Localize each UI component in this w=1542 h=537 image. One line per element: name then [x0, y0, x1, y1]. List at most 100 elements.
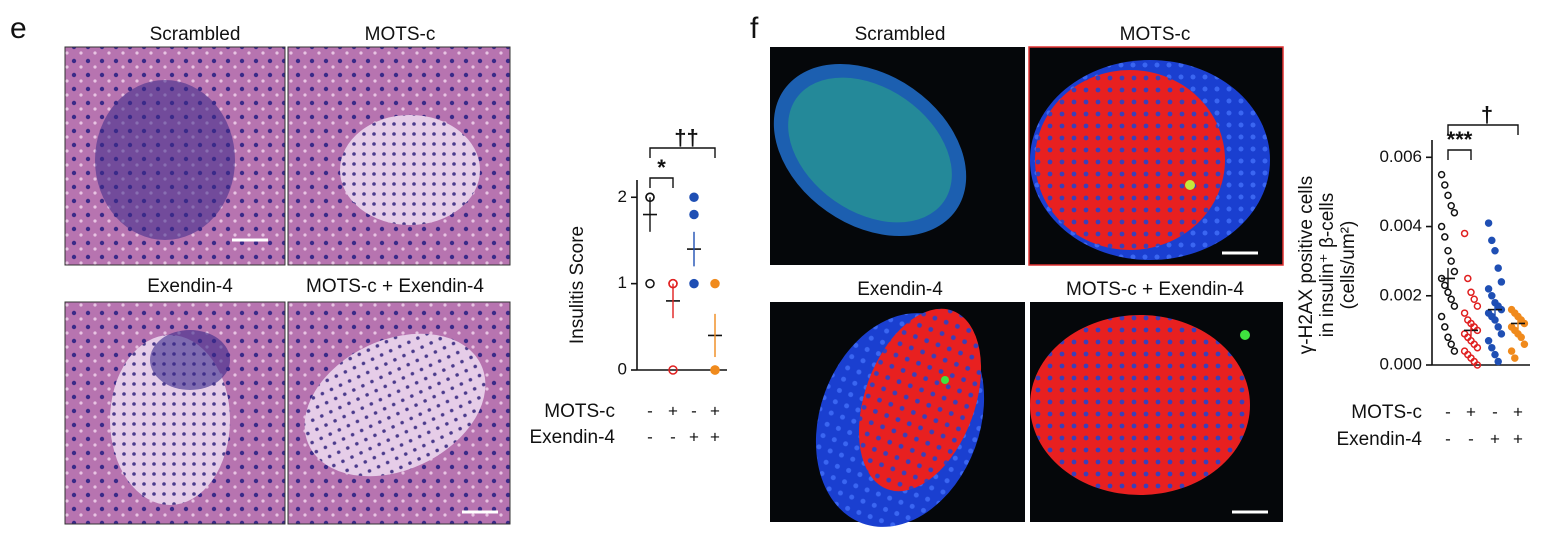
data-point [1437, 222, 1446, 231]
data-point [1494, 357, 1502, 366]
data-point [1507, 347, 1516, 355]
data-point [1520, 340, 1529, 348]
data-point [710, 278, 720, 289]
treatment-sign: - [1492, 402, 1498, 421]
data-point [1464, 274, 1472, 283]
data-point [1441, 281, 1449, 290]
data-point [1447, 257, 1455, 265]
data-point [1441, 181, 1449, 189]
panel-label: e [10, 12, 27, 45]
significance-bracket [1447, 149, 1472, 160]
data-point [1484, 337, 1493, 345]
image-caption: MOTS-c [1120, 24, 1191, 45]
treatment-label: Exendin-4 [529, 427, 615, 448]
treatment-label: MOTS-c [1351, 402, 1422, 423]
data-point [1473, 302, 1482, 310]
treatment-sign: - [1445, 429, 1451, 448]
image-caption: Scrambled [150, 24, 241, 45]
y-axis-label: (cells/um²) [1338, 221, 1359, 310]
y-axis-label: γ-H2AX positive cells [1296, 176, 1317, 354]
image-caption: Exendin-4 [147, 276, 233, 297]
data-point [1444, 191, 1452, 200]
data-point [1484, 285, 1493, 293]
significance-label: † [1481, 102, 1493, 127]
data-point [1517, 333, 1525, 342]
data-point [1437, 312, 1446, 321]
data-point [689, 192, 699, 203]
data-point [1497, 278, 1506, 286]
treatment-sign: + [1490, 429, 1500, 448]
data-point [1473, 343, 1482, 352]
data-point [1444, 288, 1452, 297]
data-point [1491, 247, 1499, 255]
data-point [1447, 295, 1455, 303]
data-point [1444, 333, 1452, 342]
significance-label: *** [1447, 127, 1473, 152]
y-axis-label: Insulitis Score [567, 226, 588, 344]
data-point [1444, 247, 1452, 255]
y-tick-label: 0.006 [1379, 147, 1422, 166]
data-point [1473, 361, 1482, 369]
treatment-sign: - [647, 401, 653, 420]
treatment-sign: + [689, 427, 699, 446]
data-point [1441, 323, 1449, 331]
data-point [1450, 347, 1459, 355]
data-point [645, 278, 655, 289]
data-point [1511, 354, 1519, 362]
data-point [1447, 202, 1455, 210]
data-point [1494, 264, 1502, 272]
treatment-sign: + [710, 427, 720, 446]
data-point [1497, 330, 1506, 338]
data-point [1467, 288, 1475, 297]
y-axis-label: in insulin⁺ β-cells [1317, 193, 1338, 338]
image-caption: Exendin-4 [857, 279, 943, 300]
treatment-sign: + [1513, 402, 1523, 421]
y-tick-label: 1 [618, 273, 627, 292]
data-point [1488, 236, 1496, 245]
significance-label: †† [674, 125, 698, 150]
treatment-sign: + [1466, 402, 1476, 421]
treatment-label: MOTS-c [544, 401, 615, 422]
data-point [1470, 295, 1478, 303]
data-point [668, 365, 678, 375]
significance-label: * [657, 155, 666, 180]
data-point [1484, 219, 1493, 227]
treatment-sign: - [1445, 402, 1451, 421]
y-tick-label: 0 [618, 359, 627, 378]
data-point [1491, 316, 1499, 324]
data-point [1437, 170, 1446, 179]
significance-bracket [649, 147, 716, 158]
treatment-sign: - [647, 427, 653, 446]
y-tick-label: 0.004 [1379, 216, 1422, 235]
data-point [710, 365, 720, 375]
fluorescence-images [770, 46, 1284, 527]
treatment-sign: - [691, 401, 697, 420]
image-caption: MOTS-c + Exendin-4 [306, 276, 484, 297]
data-point [1460, 309, 1469, 317]
data-point [1450, 267, 1459, 276]
treatment-sign: + [668, 401, 678, 420]
y-tick-label: 0.002 [1379, 285, 1422, 304]
y-tick-label: 2 [618, 187, 627, 206]
treatment-sign: - [670, 427, 676, 446]
data-point [1488, 292, 1496, 300]
panel-label: f [750, 12, 759, 45]
image-caption: Scrambled [855, 24, 946, 45]
data-point [689, 209, 699, 220]
image-caption: MOTS-c + Exendin-4 [1066, 279, 1244, 300]
data-point [1441, 233, 1449, 241]
treatment-sign: + [1513, 429, 1523, 448]
treatment-sign: + [710, 401, 720, 420]
data-point [1447, 340, 1455, 348]
data-point [1450, 302, 1459, 310]
image-caption: MOTS-c [365, 24, 436, 45]
data-point [1450, 208, 1459, 217]
significance-bracket [1447, 124, 1519, 135]
data-point [1488, 343, 1496, 352]
data-point [1460, 229, 1469, 238]
data-point [1491, 350, 1499, 359]
data-point [689, 278, 699, 289]
treatment-sign: - [1468, 429, 1474, 448]
significance-bracket [649, 177, 674, 188]
